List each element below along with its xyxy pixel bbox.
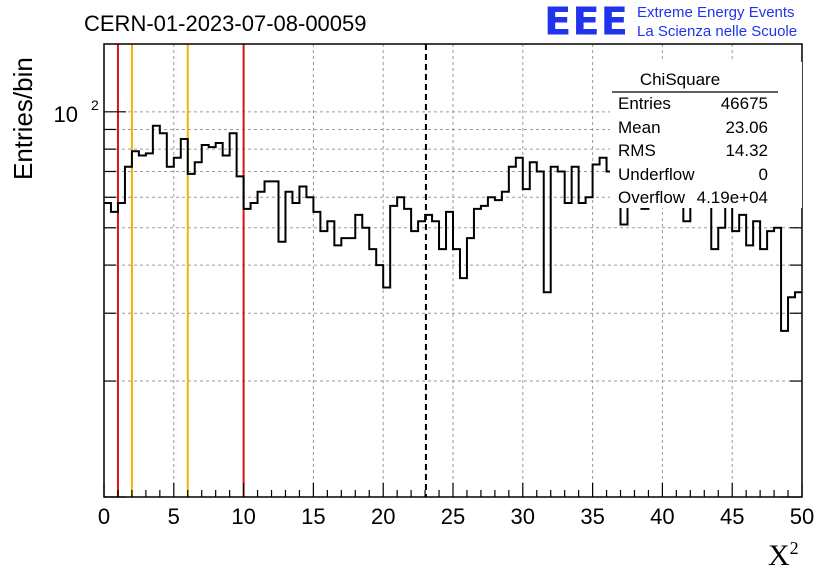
x-tick-label: 5	[168, 504, 180, 529]
marker-lines	[116, 44, 427, 497]
x-axis-label-exp: 2	[789, 538, 799, 558]
stats-value-mean: 23.06	[725, 118, 768, 137]
stats-value-overflow: 4.19e+04	[697, 188, 768, 207]
stats-value-underflow: 0	[759, 165, 768, 184]
x-tick-label: 35	[580, 504, 604, 529]
stats-label-rms: RMS	[618, 141, 656, 160]
x-tick-label: 0	[98, 504, 110, 529]
eee-logo: EEE Extreme Energy Events La Scienza nel…	[544, 2, 797, 42]
stats-label-overflow: Overflow	[618, 188, 686, 207]
stats-label-entries: Entries	[618, 94, 671, 113]
histogram-line	[104, 124, 802, 332]
x-tick-label: 20	[371, 504, 395, 529]
stats-box-background	[610, 62, 802, 208]
y-tick-label-exp: 2	[91, 97, 99, 113]
stats-label-mean: Mean	[618, 118, 661, 137]
stats-label-underflow: Underflow	[618, 165, 695, 184]
y-tick-label-base: 10	[54, 102, 78, 127]
x-tick-label: 50	[790, 504, 814, 529]
logo-line-2: La Scienza nelle Scuole	[636, 23, 798, 40]
stats-title: ChiSquare	[640, 70, 720, 89]
logo-text: Extreme Energy Events La Scienza nelle S…	[637, 3, 797, 41]
x-tick-label: 30	[511, 504, 535, 529]
stats-value-rms: 14.32	[725, 141, 768, 160]
stats-value-entries: 46675	[721, 94, 768, 113]
stats-box: ChiSquare Entries 46675 Mean 23.06 RMS 1…	[610, 62, 802, 208]
x-axis-label-base: X	[768, 539, 790, 572]
x-tick-label: 45	[720, 504, 744, 529]
x-tick-label: 25	[441, 504, 465, 529]
logo-mark: EEE	[544, 0, 629, 44]
x-axis-label: X2	[768, 538, 799, 573]
x-tick-label: 40	[650, 504, 674, 529]
run-title: CERN-01-2023-07-08-00059	[84, 11, 367, 36]
logo-line-1: Extreme Energy Events	[636, 4, 795, 21]
x-tick-label: 15	[301, 504, 325, 529]
x-tick-label: 10	[231, 504, 255, 529]
